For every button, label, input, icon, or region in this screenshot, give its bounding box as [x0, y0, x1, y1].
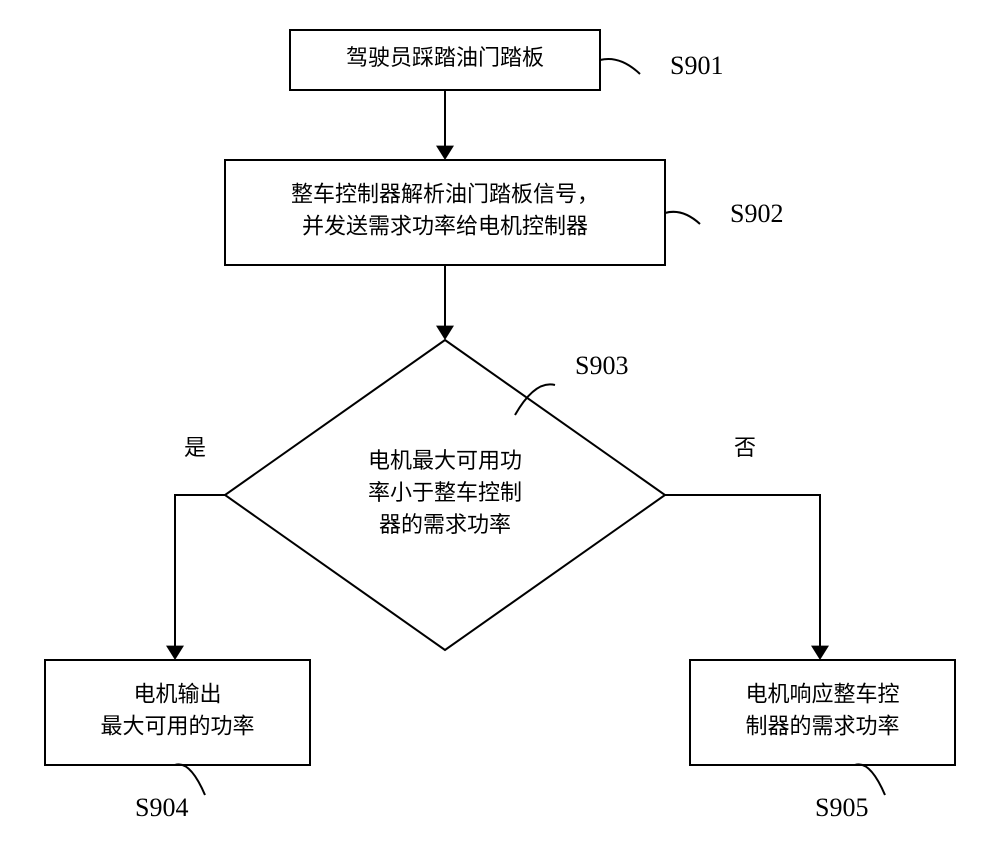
branch-label: 否 — [734, 435, 756, 460]
callout-tick — [175, 764, 205, 795]
process-box-s905 — [690, 660, 955, 765]
flow-arrow — [175, 495, 225, 649]
callout-tick — [855, 764, 885, 795]
decision-text: 器的需求功率 — [379, 512, 511, 537]
process-text: 制器的需求功率 — [745, 714, 899, 739]
decision-text: 率小于整车控制 — [368, 480, 522, 505]
step-label-s901: S901 — [670, 51, 723, 80]
step-label-s905: S905 — [815, 793, 868, 822]
decision-text: 电机最大可用功 — [368, 448, 522, 473]
flowchart-canvas: 驾驶员踩踏油门踏板 S901 整车控制器解析油门踏板信号， 并发送需求功率给电机控制器… — [0, 0, 1000, 851]
branch-label: 是 — [184, 435, 206, 460]
arrow-head-icon — [436, 326, 454, 340]
process-text: 驾驶员踩踏油门踏板 — [346, 45, 544, 70]
step-label-s902: S902 — [730, 199, 783, 228]
arrow-head-icon — [166, 646, 184, 660]
process-text: 电机输出 — [133, 682, 221, 707]
process-text: 并发送需求功率给电机控制器 — [302, 214, 588, 239]
step-label-s903: S903 — [575, 351, 628, 380]
callout-tick — [665, 212, 700, 224]
step-label-s904: S904 — [135, 793, 188, 822]
arrow-head-icon — [811, 646, 829, 660]
process-text: 整车控制器解析油门踏板信号， — [291, 182, 599, 207]
process-box-s902 — [225, 160, 665, 265]
process-box-s904 — [45, 660, 310, 765]
process-text: 电机响应整车控 — [745, 682, 899, 707]
flow-arrow — [665, 495, 820, 649]
process-text: 最大可用的功率 — [100, 714, 254, 739]
arrow-head-icon — [436, 146, 454, 160]
callout-tick — [600, 59, 640, 74]
